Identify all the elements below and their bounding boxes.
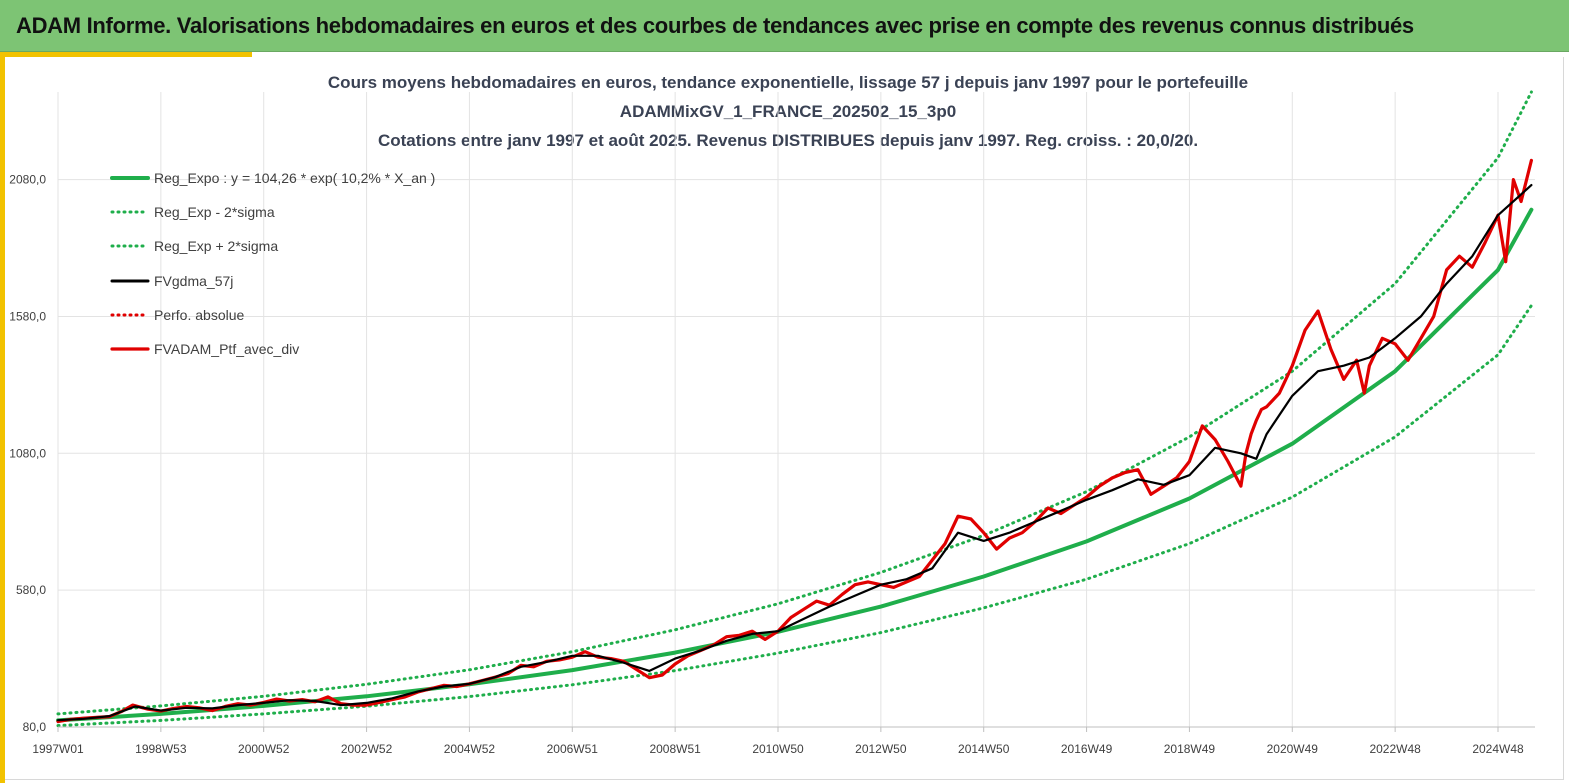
series-line-5 — [56, 158, 1534, 724]
x-tick-label: 2004W52 — [444, 742, 496, 756]
x-tick-label: 2002W52 — [341, 742, 393, 756]
page-title: ADAM Informe. Valorisations hebdomadaire… — [16, 13, 1414, 38]
series-line-1 — [56, 304, 1533, 728]
series-line-2 — [56, 90, 1533, 716]
axes: 80,0 580,0 1080,0 1580,0 2080,0 1997W01 1998W5… — [9, 173, 1535, 756]
y-tick-label: 80,0 — [23, 720, 47, 734]
x-tick-label: 2008W51 — [649, 742, 701, 756]
x-tick-label: 1997W01 — [32, 742, 84, 756]
legend: Reg_Expo : y = 104,26 * exp( 10,2% * X_a… — [110, 170, 435, 357]
x-tick-label: 2016W49 — [1061, 742, 1113, 756]
x-tick-label: 2010W50 — [752, 742, 804, 756]
x-tick-label: 2012W50 — [855, 742, 907, 756]
plot-area — [56, 90, 1534, 728]
y-tick-label: 1080,0 — [9, 446, 46, 460]
legend-entry-3: FVgdma_57j — [154, 273, 233, 289]
legend-entry-2: Reg_Exp + 2*sigma — [154, 238, 278, 254]
x-tick-label: 2024W48 — [1472, 742, 1524, 756]
chart-title-line-2: ADAMMixGV_1_FRANCE_202502_15_3p0 — [620, 102, 956, 121]
x-tick-label: 1998W53 — [135, 742, 187, 756]
x-tick-label: 2014W50 — [958, 742, 1010, 756]
x-tick-label: 2020W49 — [1267, 742, 1319, 756]
x-tick-label: 2018W49 — [1164, 742, 1216, 756]
series-line-0 — [56, 207, 1534, 723]
x-tick-label: 2000W52 — [238, 742, 290, 756]
legend-entry-5: FVADAM_Ptf_avec_div — [154, 341, 299, 357]
grid — [57, 92, 1535, 728]
x-tick-label: 2022W48 — [1369, 742, 1421, 756]
legend-entry-1: Reg_Exp - 2*sigma — [154, 204, 275, 220]
accent-bar — [0, 52, 252, 57]
chart-title-line-3: Cotations entre janv 1997 et août 2025. … — [378, 131, 1198, 150]
y-tick-label: 580,0 — [16, 583, 46, 597]
x-tick-label: 2006W51 — [547, 742, 599, 756]
header-banner: ADAM Informe. Valorisations hebdomadaire… — [0, 0, 1569, 52]
legend-entry-4: Perfo. absolue — [154, 307, 244, 323]
y-tick-label: 2080,0 — [9, 173, 46, 187]
legend-entry-0: Reg_Expo : y = 104,26 * exp( 10,2% * X_a… — [154, 170, 435, 186]
series-line-3 — [56, 184, 1533, 722]
chart-frame — [5, 57, 1564, 780]
y-tick-label: 1580,0 — [9, 309, 46, 323]
accent-left-border — [0, 52, 5, 783]
chart-title-line-1: Cours moyens hebdomadaires en euros, ten… — [328, 73, 1248, 92]
